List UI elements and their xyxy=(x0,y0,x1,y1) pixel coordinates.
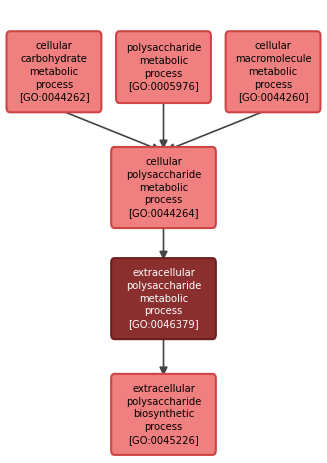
Text: cellular
macromolecule
metabolic
process
[GO:0044260]: cellular macromolecule metabolic process… xyxy=(235,41,311,102)
FancyBboxPatch shape xyxy=(111,374,216,455)
FancyBboxPatch shape xyxy=(111,258,216,339)
Text: polysaccharide
metabolic
process
[GO:0005976]: polysaccharide metabolic process [GO:000… xyxy=(126,43,201,91)
Text: cellular
polysaccharide
metabolic
process
[GO:0044264]: cellular polysaccharide metabolic proces… xyxy=(126,157,201,218)
FancyBboxPatch shape xyxy=(226,31,320,113)
FancyBboxPatch shape xyxy=(7,31,101,113)
FancyBboxPatch shape xyxy=(111,147,216,228)
Text: cellular
carbohydrate
metabolic
process
[GO:0044262]: cellular carbohydrate metabolic process … xyxy=(19,41,89,102)
FancyBboxPatch shape xyxy=(116,31,211,103)
Text: extracellular
polysaccharide
metabolic
process
[GO:0046379]: extracellular polysaccharide metabolic p… xyxy=(126,268,201,329)
Text: extracellular
polysaccharide
biosynthetic
process
[GO:0045226]: extracellular polysaccharide biosyntheti… xyxy=(126,384,201,445)
